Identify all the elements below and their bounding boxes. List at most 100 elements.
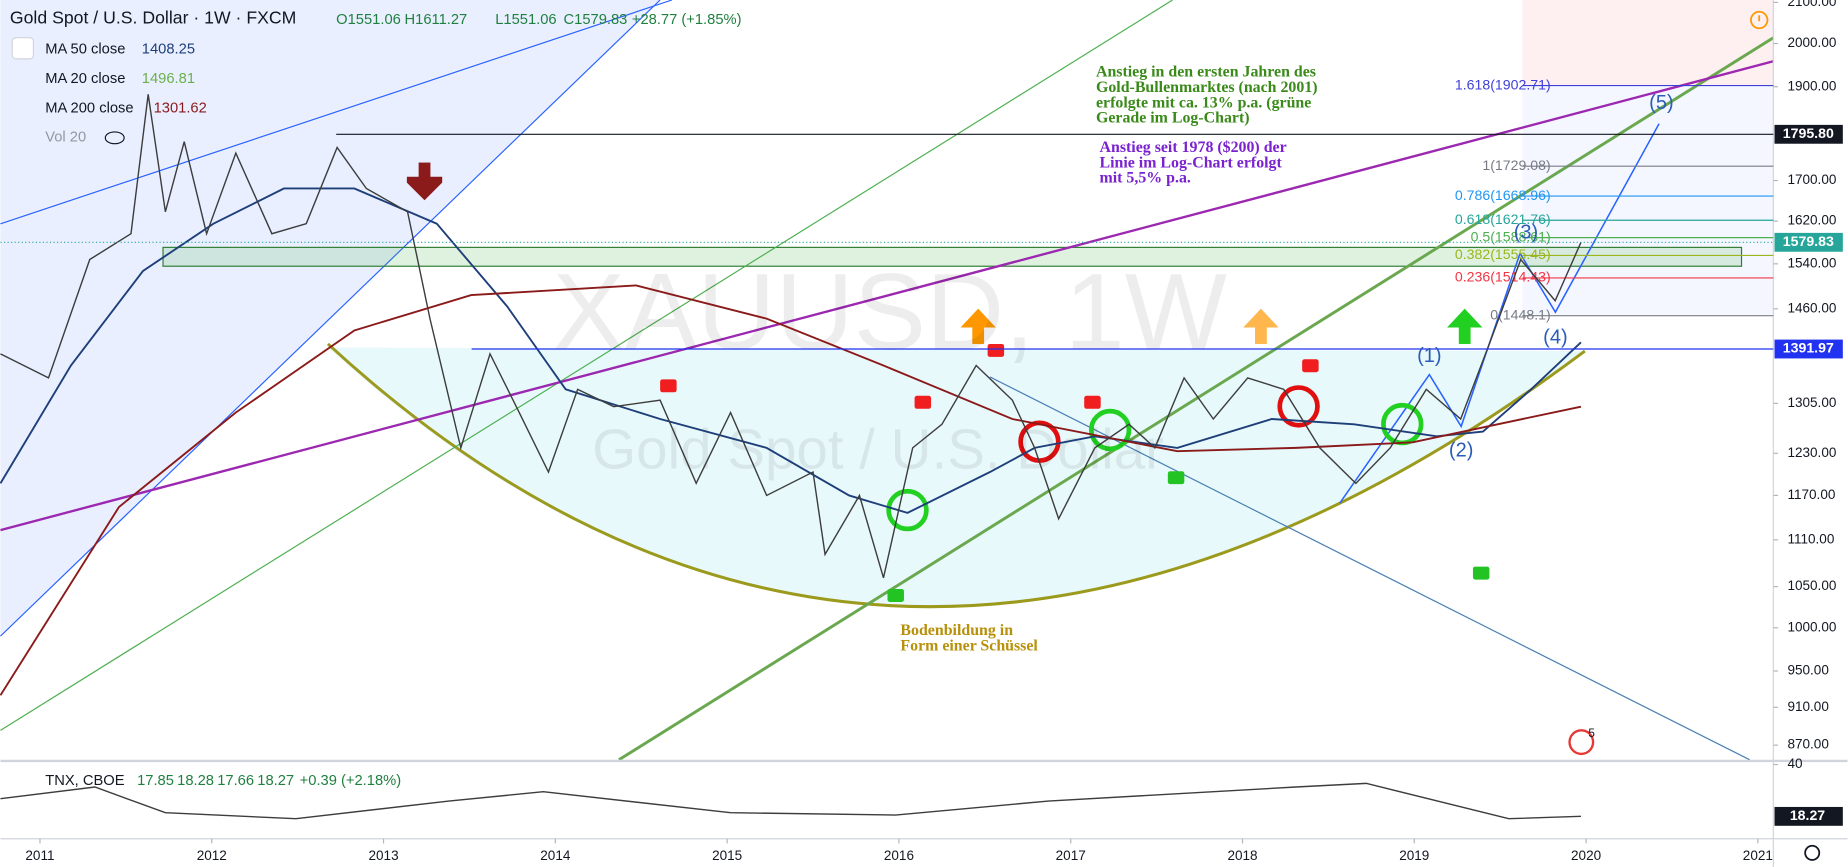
annotation: erfolgte mit ca. 13% p.a. (grüne bbox=[1096, 94, 1311, 111]
y-tick-label: 1230.00 bbox=[1787, 445, 1836, 460]
wave-label: (3) bbox=[1514, 222, 1538, 244]
x-tick-label: 2021 bbox=[1743, 848, 1773, 863]
y-tick-label: 1540.00 bbox=[1787, 255, 1836, 270]
fib-label: 0.382(1555.45) bbox=[1455, 246, 1551, 262]
y-tick-label: 1900.00 bbox=[1787, 78, 1836, 93]
annotation: Gold-Bullenmarktes (nach 2001) bbox=[1096, 79, 1318, 96]
thumb-down bbox=[987, 343, 1005, 357]
settings-icon[interactable] bbox=[1804, 844, 1821, 861]
annotation: Bodenbildung in bbox=[900, 622, 1013, 639]
y-tick-label: 1305.00 bbox=[1787, 395, 1836, 410]
x-tick-label: 2013 bbox=[368, 848, 398, 863]
lower-last-box bbox=[1774, 806, 1843, 826]
thumb-up bbox=[1472, 566, 1490, 580]
wave-label: (2) bbox=[1449, 439, 1473, 461]
arrow-down bbox=[418, 162, 431, 180]
y-tick-label: 950.00 bbox=[1787, 663, 1828, 678]
arrow-up bbox=[960, 308, 996, 328]
fib-label: 0.236(1514.43) bbox=[1455, 269, 1551, 285]
arrow-up bbox=[972, 327, 985, 344]
ohlc-close: C1579.83 bbox=[564, 12, 628, 28]
event-count: 5 bbox=[1588, 727, 1595, 740]
fib-label: 0(1448.1) bbox=[1490, 306, 1550, 322]
lower-change: +0.39 (+2.18%) bbox=[300, 773, 401, 789]
legend-name: MA 20 close bbox=[45, 71, 125, 87]
fib-zone bbox=[1522, 84, 1774, 315]
x-tick-label: 2017 bbox=[1056, 848, 1086, 863]
trend-line bbox=[0, 60, 1774, 532]
lower-ohlc: 18.27 bbox=[257, 773, 294, 789]
annotation: Linie im Log-Chart erfolgt bbox=[1100, 154, 1283, 171]
x-tick-label: 2011 bbox=[25, 848, 54, 863]
thumb-down bbox=[914, 395, 932, 409]
x-tick-label: 2019 bbox=[1399, 848, 1429, 863]
watermark-name: Gold Spot / U.S. Dollar bbox=[592, 417, 1164, 480]
arrow-down bbox=[406, 176, 443, 201]
volume-legend[interactable]: Vol 20 bbox=[45, 130, 86, 146]
thumb-down bbox=[1302, 359, 1319, 373]
annotation: Form einer Schüssel bbox=[900, 637, 1038, 654]
symbol-title[interactable]: Gold Spot / U.S. Dollar · 1W · FXCM bbox=[10, 8, 296, 28]
channel-line bbox=[0, 0, 673, 225]
hide-icon[interactable] bbox=[104, 131, 125, 145]
annotation: Gerade im Log-Chart) bbox=[1096, 110, 1250, 127]
y-tick-label: 1620.00 bbox=[1787, 213, 1836, 228]
ohlc-change: +28.77 (+1.85%) bbox=[632, 12, 742, 28]
price-line-box bbox=[1774, 124, 1843, 144]
fib-label: 1.618(1902.71) bbox=[1455, 76, 1551, 92]
header: Gold Spot / U.S. Dollar · 1W · FXCM O155… bbox=[10, 8, 742, 789]
arrow-up bbox=[1255, 327, 1267, 344]
lower-ohlc: 17.85 bbox=[137, 773, 174, 789]
lower-last-label: 18.27 bbox=[1790, 807, 1825, 823]
ohlc-low: L1551.06 bbox=[495, 12, 556, 28]
annotation: mit 5,5% p.a. bbox=[1100, 170, 1191, 187]
price-line bbox=[0, 94, 1582, 579]
ma-line bbox=[0, 187, 1582, 514]
collapse-button[interactable] bbox=[11, 37, 35, 60]
x-tick-label: 2020 bbox=[1571, 848, 1601, 863]
trend-line bbox=[618, 36, 1775, 762]
fib-label: 1(1729.08) bbox=[1482, 157, 1550, 173]
x-tick-label: 2015 bbox=[712, 848, 742, 863]
legend-name: MA 200 close bbox=[45, 100, 133, 116]
thumbs-down bbox=[660, 343, 1319, 409]
y-tick-label: 1050.00 bbox=[1787, 578, 1836, 593]
trend-line bbox=[0, 0, 1173, 731]
lower-pane-title[interactable]: TNX, CBOE bbox=[45, 773, 125, 789]
lower-ohlc: 17.66 bbox=[217, 773, 254, 789]
lower-ohlc: 18.28 bbox=[177, 773, 214, 789]
wave-label: (4) bbox=[1543, 326, 1567, 348]
legend-value: 1301.62 bbox=[154, 100, 207, 116]
signal-circle bbox=[1277, 385, 1320, 428]
event-icon[interactable] bbox=[1568, 729, 1595, 756]
last-price-box bbox=[1774, 232, 1843, 252]
wave-label: (1) bbox=[1417, 345, 1441, 367]
thumb-down bbox=[660, 379, 677, 393]
y-tick-label: 1170.00 bbox=[1787, 487, 1835, 502]
channel-line bbox=[0, 0, 661, 637]
y-tick-label: 1110.00 bbox=[1787, 531, 1834, 546]
fib-zone bbox=[1522, 0, 1774, 85]
y-tick-label: 870.00 bbox=[1787, 737, 1828, 752]
tnx-line bbox=[0, 782, 1581, 820]
legend-value: 1408.25 bbox=[142, 41, 195, 57]
fib-label: 0.618(1621.76) bbox=[1455, 211, 1551, 227]
signal-circle bbox=[1088, 408, 1132, 452]
thumb-up bbox=[887, 588, 904, 602]
y-tick-label: 910.00 bbox=[1787, 699, 1828, 714]
price-line-label: 1391.97 bbox=[1783, 340, 1834, 356]
lower-y-tick-label: 40 bbox=[1787, 756, 1802, 771]
x-tick-label: 2014 bbox=[540, 848, 571, 863]
fib-label: 0.786(1668.96) bbox=[1455, 187, 1551, 203]
annotation: Anstieg seit 1978 ($200) der bbox=[1100, 139, 1287, 156]
y-tick-label: 1460.00 bbox=[1787, 300, 1836, 315]
ohlc-open: O1551.06 bbox=[336, 12, 401, 28]
annotations: Anstieg in den ersten Jahren des Gold-Bu… bbox=[900, 64, 1595, 740]
alert-icon[interactable] bbox=[1750, 10, 1769, 30]
signal-circle bbox=[886, 488, 929, 532]
legend-name: MA 50 close bbox=[45, 41, 125, 57]
